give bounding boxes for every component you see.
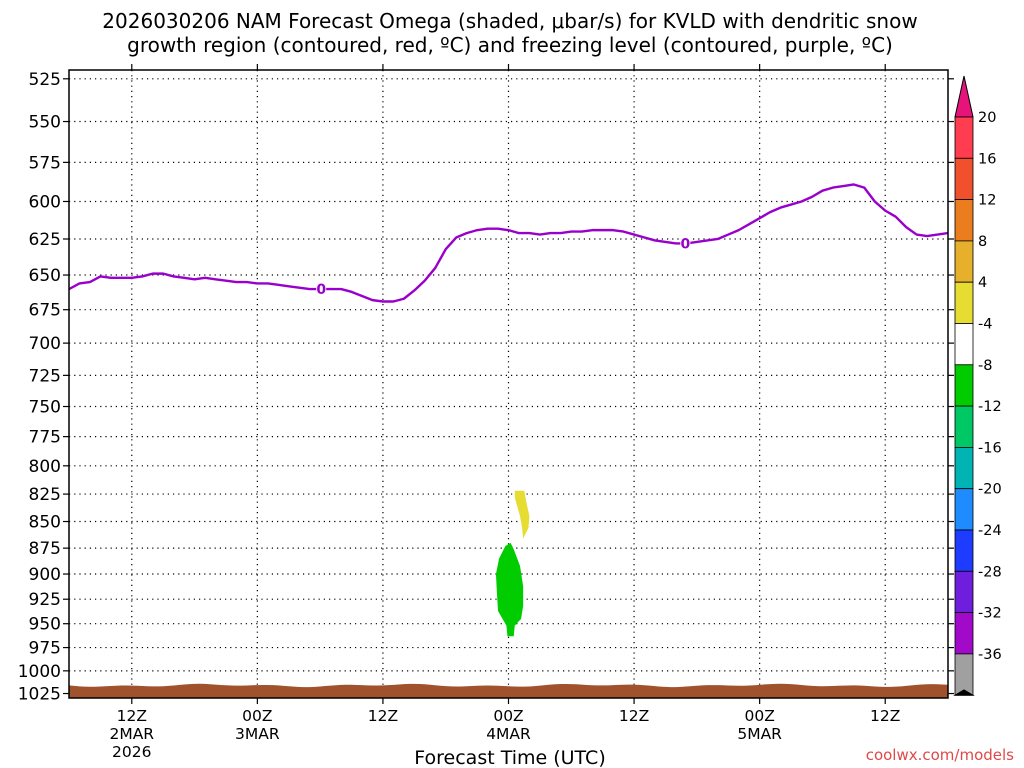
colorbar-segment: [954, 116, 974, 159]
colorbar-segment: [954, 612, 974, 655]
y-tick-label: 750: [29, 398, 61, 418]
x-tick-label: 3MAR: [235, 725, 280, 743]
x-tick-label: 4MAR: [486, 725, 531, 743]
colorbar-segment: [954, 570, 974, 613]
colorbar-label: -20: [978, 482, 1002, 498]
y-tick-label: 925: [29, 590, 61, 610]
y-tick-label: 725: [29, 366, 61, 386]
y-tick-label: 700: [29, 334, 61, 354]
colorbar-segment: [954, 488, 974, 531]
x-tick-label: 12Z: [117, 707, 147, 725]
y-tick-label: 900: [29, 565, 61, 585]
x-tick-label: 2MAR: [109, 725, 154, 743]
x-tick-label: 12Z: [619, 707, 649, 725]
y-tick-label: 600: [29, 192, 61, 212]
colorbar-segment: [954, 323, 974, 366]
colorbar-label: -32: [978, 606, 1002, 622]
colorbar-segment: [954, 281, 974, 324]
y-tick-label: 650: [29, 266, 61, 286]
y-tick-label: 950: [29, 615, 61, 635]
y-tick-label: 975: [29, 639, 61, 659]
y-tick-label: 550: [29, 113, 61, 133]
omega-region: [495, 542, 524, 637]
colorbar-label: 8: [978, 234, 987, 250]
terrain-layer: [69, 683, 948, 698]
y-tick-label: 875: [29, 539, 61, 559]
y-tick-label: 525: [29, 70, 61, 90]
colorbar: 20 16 12 8 4 -4 -8 -12 -16 -20 -24 -28 -32 -36: [953, 75, 1002, 696]
y-tick-label: 575: [29, 153, 61, 173]
freezing-level-line: [69, 183, 948, 303]
colorbar-label: -24: [978, 523, 1002, 539]
grid-lines: [69, 70, 948, 698]
colorbar-label: -4: [978, 317, 992, 333]
y-tick-label: 800: [29, 457, 61, 477]
x-tick-label: 5MAR: [737, 725, 782, 743]
colorbar-segment: [954, 446, 974, 490]
x-axis-label: Forecast Time (UTC): [414, 747, 605, 768]
colorbar-segment: [954, 529, 974, 572]
contour-label: 0: [680, 236, 690, 252]
plot-area: 0052555057560062565067570072575077580082…: [18, 64, 1002, 761]
colorbar-label: 12: [978, 193, 996, 209]
contour-label: 0: [316, 282, 326, 298]
colorbar-segment: [954, 199, 974, 242]
colorbar-segment: [954, 240, 974, 283]
x-tick-label: 00Z: [744, 707, 774, 725]
colorbar-segment: [954, 653, 974, 696]
chart-title-line1: 2026030206 NAM Forecast Omega (shaded, μ…: [102, 9, 917, 33]
contour-label-bg: [316, 281, 327, 298]
x-tick-label: 2026: [112, 743, 151, 761]
x-tick-label: 00Z: [242, 707, 272, 725]
colorbar-label: -36: [978, 647, 1002, 663]
contour-label-bg: [680, 235, 691, 252]
colorbar-label: 4: [978, 275, 987, 291]
colorbar-label: -12: [978, 399, 1002, 415]
colorbar-segment: [954, 157, 974, 201]
omega-shading: [495, 490, 530, 637]
colorbar-label: -16: [978, 440, 1002, 456]
y-tick-label: 1000: [18, 662, 61, 682]
colorbar-segment: [954, 405, 974, 448]
colorbar-bottom-arrow: [953, 689, 975, 696]
y-axis: 525 550 575 600 625 650 675 700 725 750 775 800 825 8…: [18, 70, 954, 705]
y-tick-label: 850: [29, 513, 61, 533]
x-tick-label: 12Z: [368, 707, 398, 725]
colorbar-label: 20: [978, 110, 996, 126]
colorbar-top-arrow: [954, 75, 974, 118]
x-tick-label: 00Z: [493, 707, 523, 725]
colorbar-segment: [954, 364, 974, 407]
credit-text: coolwx.com/models: [866, 746, 1014, 764]
colorbar-label: -8: [978, 358, 992, 374]
colorbar-label: 16: [978, 151, 996, 167]
terrain-fill: [69, 683, 948, 698]
y-tick-label: 675: [29, 301, 61, 321]
colorbar-label: -28: [978, 564, 1002, 580]
y-tick-label: 1025: [18, 685, 61, 705]
y-tick-label: 775: [29, 428, 61, 448]
x-tick-label: 12Z: [870, 707, 900, 725]
y-tick-label: 625: [29, 230, 61, 250]
omega-region: [514, 490, 530, 539]
y-tick-label: 825: [29, 485, 61, 505]
chart-title-line2: growth region (contoured, red, ºC) and f…: [127, 33, 893, 57]
